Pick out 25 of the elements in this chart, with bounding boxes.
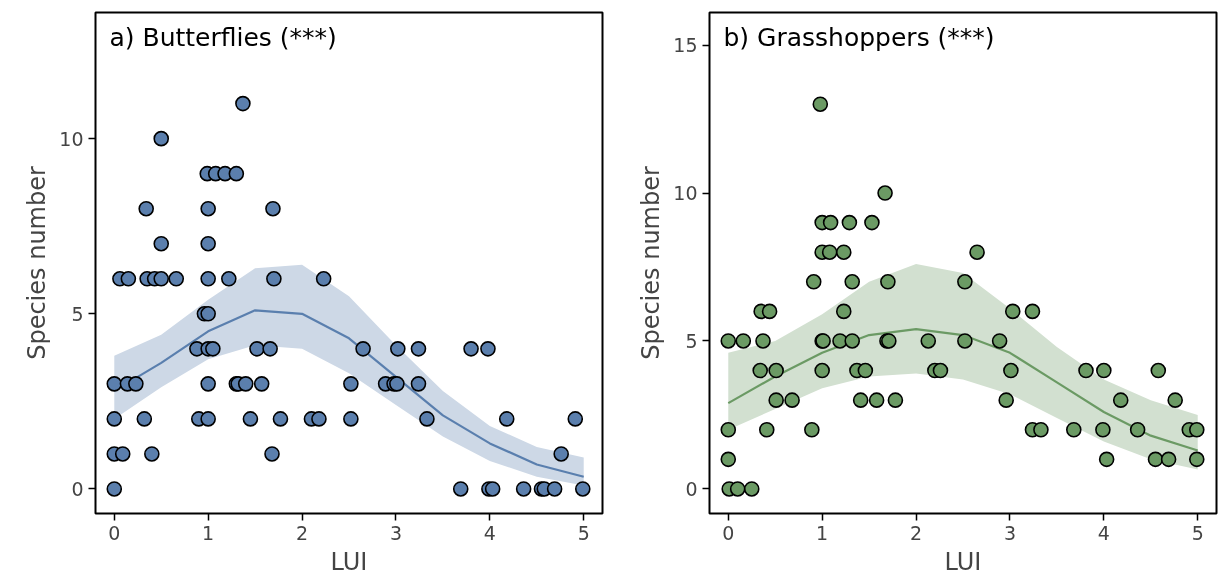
y-tick-label: 10 — [59, 127, 84, 150]
y-tick-label: 5 — [685, 329, 698, 352]
chart-title: b) Grasshoppers (***) — [723, 22, 995, 52]
x-tick-label: 3 — [389, 521, 402, 544]
chart-title: a) Butterflies (***) — [109, 22, 337, 52]
x-tick-label: 1 — [816, 521, 829, 544]
x-axis-title: LUI — [330, 547, 368, 576]
x-axis-title: LUI — [944, 547, 982, 576]
x-tick-label: 0 — [722, 521, 735, 544]
x-tick-label: 5 — [1191, 521, 1204, 544]
x-tick-label: 5 — [577, 521, 590, 544]
y-axis-title: Species number — [23, 166, 52, 360]
x-tick-label: 3 — [1003, 521, 1016, 544]
x-tick-label: 0 — [108, 521, 121, 544]
x-tick-label: 4 — [1097, 521, 1110, 544]
y-tick-label: 15 — [673, 34, 698, 57]
x-tick-label: 4 — [483, 521, 496, 544]
y-axis-title: Species number — [637, 166, 666, 360]
y-tick-label: 0 — [685, 477, 698, 500]
y-tick-label: 10 — [673, 182, 698, 205]
y-tick-label: 0 — [71, 477, 84, 500]
x-tick-label: 2 — [910, 521, 923, 544]
y-tick-label: 5 — [71, 302, 84, 325]
x-tick-label: 2 — [296, 521, 309, 544]
x-tick-label: 1 — [202, 521, 215, 544]
